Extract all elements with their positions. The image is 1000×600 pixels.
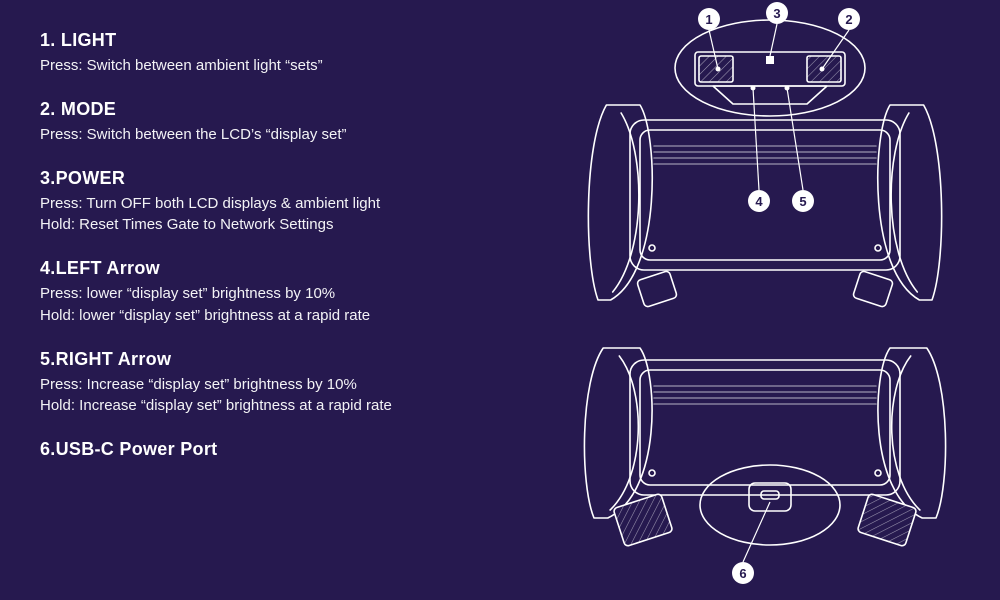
item-3-line-0: Press: Turn OFF both LCD displays & ambi… [40,193,530,215]
item-1-line-0: Press: Switch between ambient light “set… [40,55,530,77]
item-title-3: 3.POWER [40,168,530,189]
device-bottom [584,348,945,562]
item-6: 6.USB-C Power Port [40,439,530,460]
diagram-area: 1 3 2 45 6 [530,0,1000,600]
item-4: 4.LEFT Arrow Press: lower “display set” b… [40,258,530,327]
item-3-line-1: Hold: Reset Times Gate to Network Settin… [40,214,530,236]
item-4-line-0: Press: lower “display set” brightness by… [40,283,530,305]
callout-badge-5: 5 [792,190,814,212]
item-2-line-0: Press: Switch between the LCD’s “display… [40,124,530,146]
item-title-1: 1. LIGHT [40,30,530,51]
item-1: 1. LIGHT Press: Switch between ambient li… [40,30,530,77]
text-column: 1. LIGHT Press: Switch between ambient li… [40,30,530,482]
item-5-line-1: Hold: Increase “display set” brightness … [40,395,530,417]
item-2: 2. MODE Press: Switch between the LCD’s “… [40,99,530,146]
callout-badge-1: 1 [698,8,720,30]
item-3: 3.POWER Press: Turn OFF both LCD displays… [40,168,530,237]
item-4-line-1: Hold: lower “display set” brightness at … [40,305,530,327]
item-title-4: 4.LEFT Arrow [40,258,530,279]
item-title-2: 2. MODE [40,99,530,120]
item-title-5: 5.RIGHT Arrow [40,349,530,370]
device-line-art [530,0,1000,600]
item-5: 5.RIGHT Arrow Press: Increase “display se… [40,349,530,418]
device-top [588,20,941,308]
item-5-line-0: Press: Increase “display set” brightness… [40,374,530,396]
callout-badge-6: 6 [732,562,754,584]
infographic-canvas: 1. LIGHT Press: Switch between ambient li… [0,0,1000,600]
item-title-6: 6.USB-C Power Port [40,439,530,460]
callout-badge-4: 4 [748,190,770,212]
callout-badge-3: 3 [766,2,788,24]
callout-badge-2: 2 [838,8,860,30]
